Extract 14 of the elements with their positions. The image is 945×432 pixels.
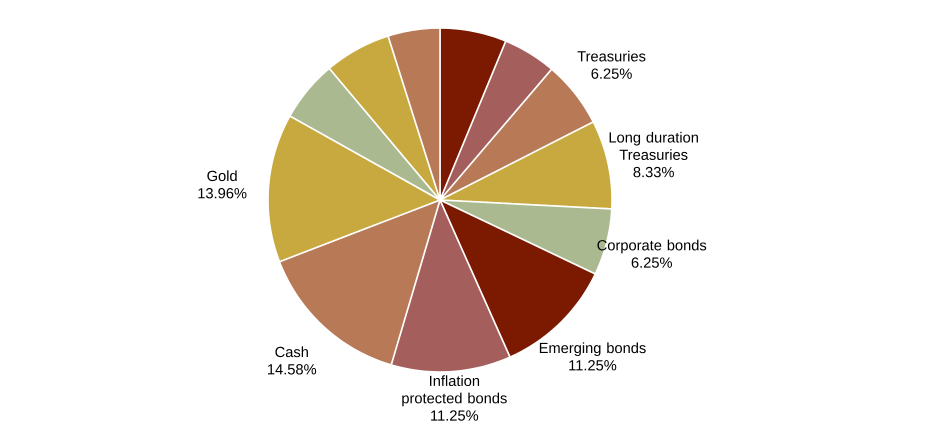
slice-label: Emerging bonds — [540, 342, 646, 356]
slice-label: Gold — [207, 170, 237, 182]
slice-label: Long duration Treasuries — [610, 132, 698, 160]
slice-label: Corporate bonds — [597, 240, 706, 254]
data-label: 13.96% — [198, 188, 246, 198]
slice-label: Inflation protected bonds — [402, 375, 507, 406]
data-label: 6.25% — [592, 68, 632, 79]
data-label: 14.58% — [268, 364, 316, 375]
data-label: 11.25% — [431, 410, 478, 421]
slice-label: Cash — [275, 346, 308, 358]
slice-label: Treasuries — [578, 50, 646, 62]
data-label: 8.33% — [634, 166, 674, 178]
data-label: 6.25% — [632, 257, 672, 268]
data-label: 11.25% — [569, 360, 616, 370]
